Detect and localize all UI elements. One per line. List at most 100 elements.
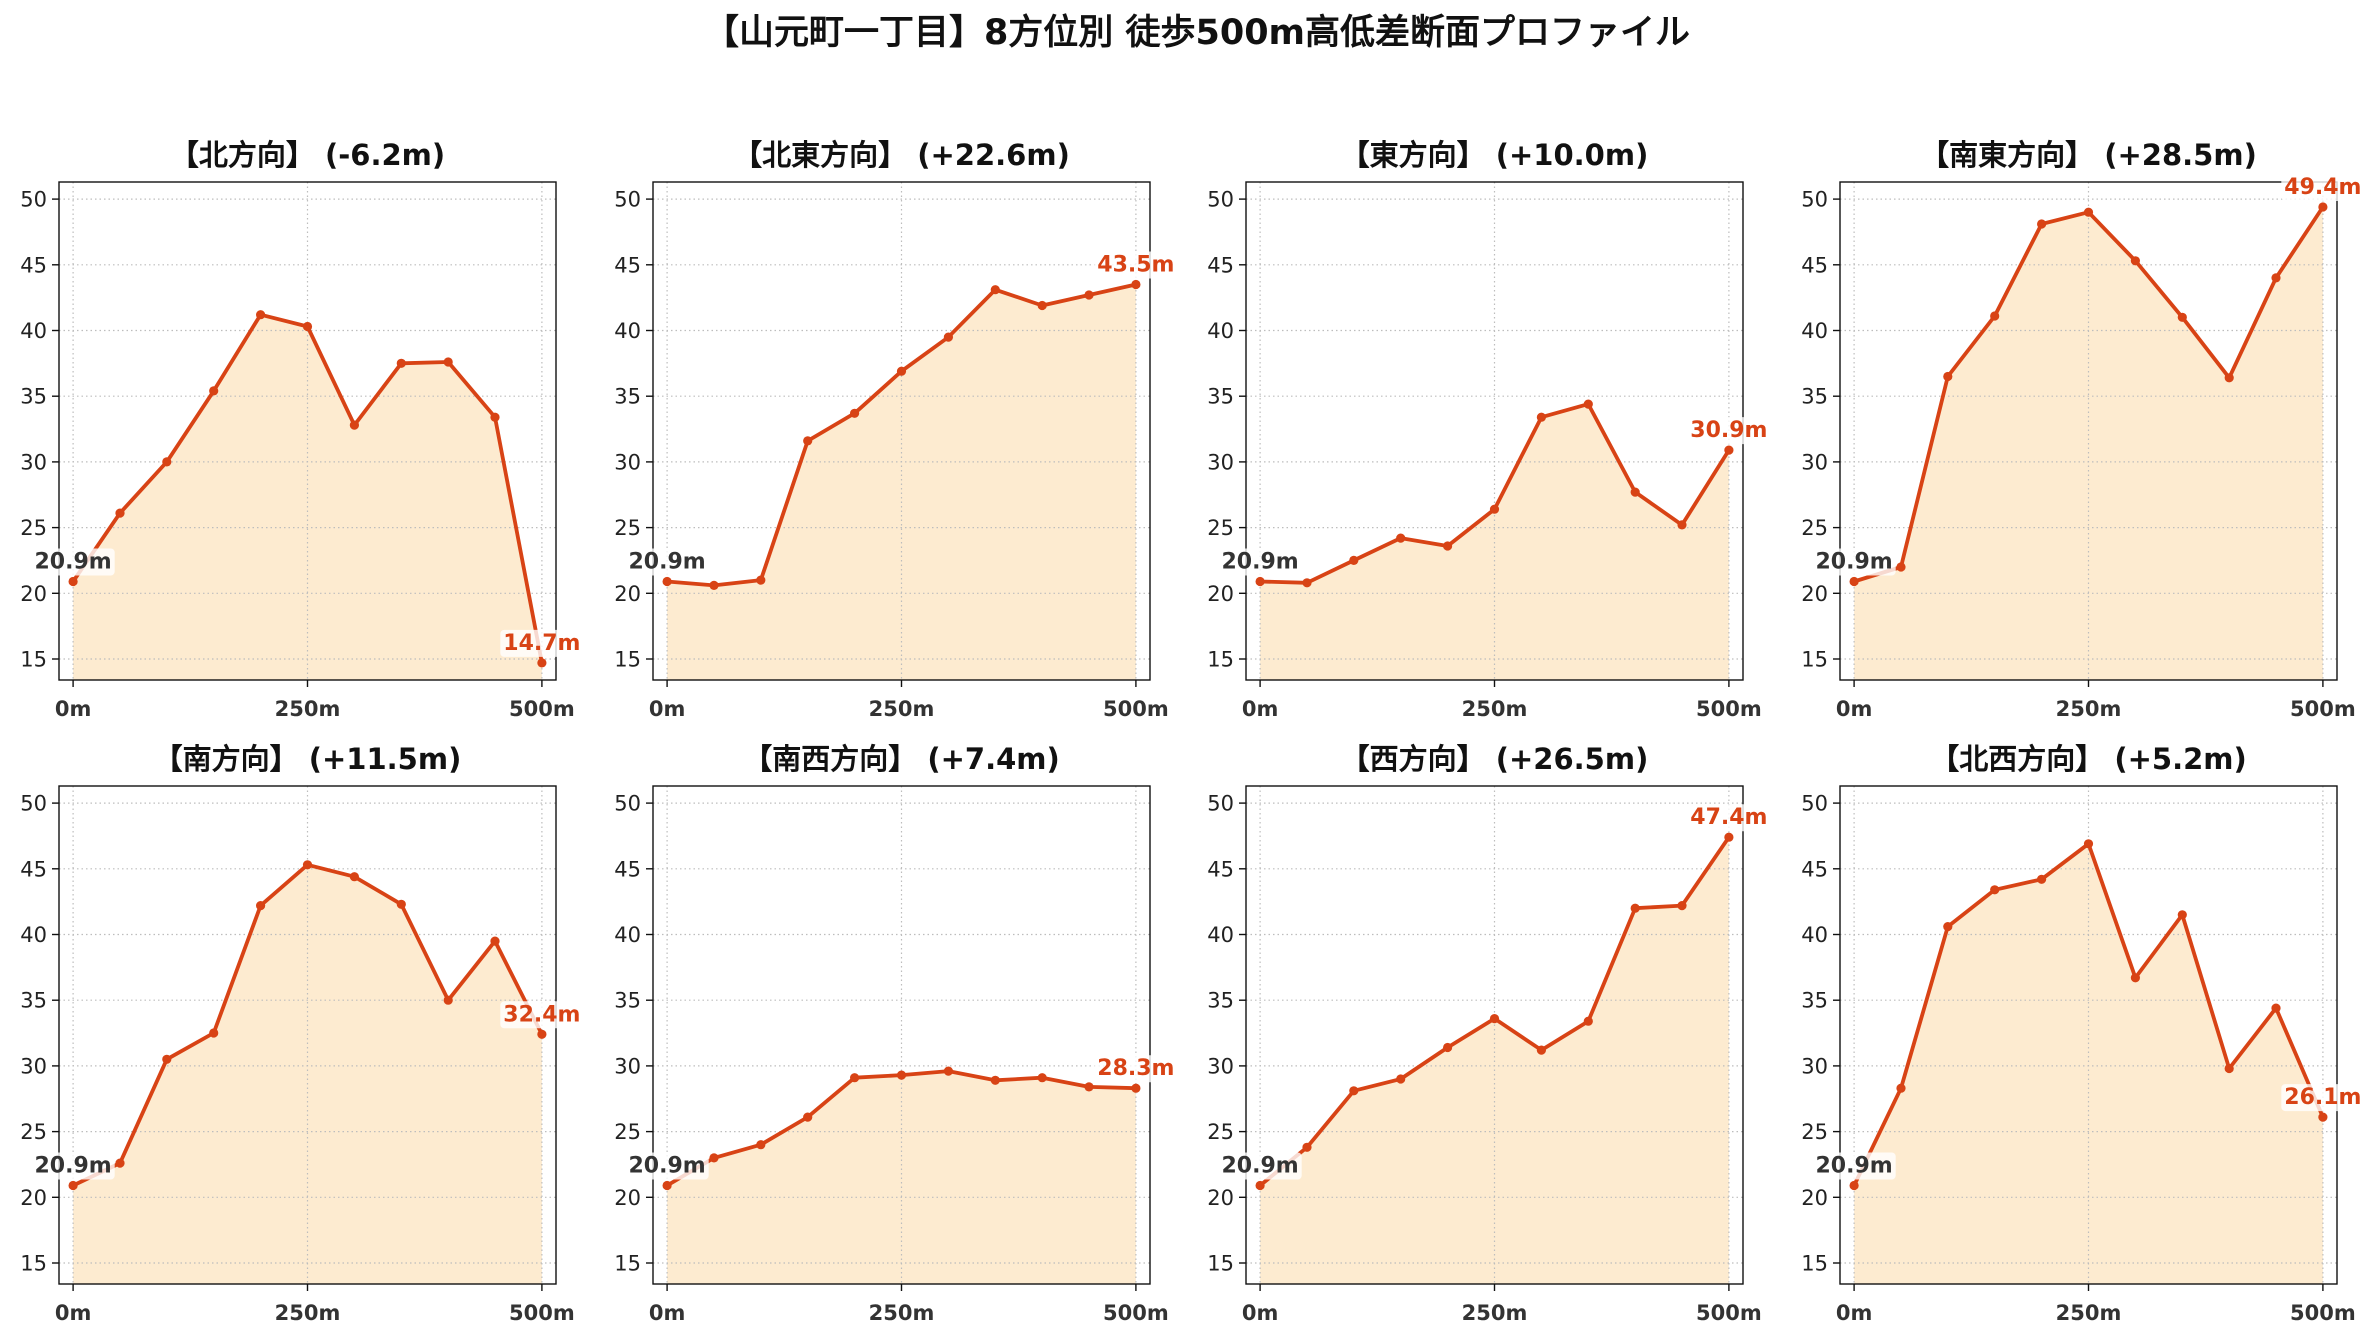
start-elevation-label: 20.9m xyxy=(625,548,709,576)
data-point xyxy=(1536,1045,1546,1055)
data-point xyxy=(943,332,954,342)
x-tick-label: 250m xyxy=(869,1301,935,1325)
end-elevation-label: 49.4m xyxy=(2281,174,2365,201)
end-elevation-label: 43.5m xyxy=(1094,251,1178,279)
y-tick-label: 15 xyxy=(20,1252,47,1276)
data-point xyxy=(2271,1003,2281,1013)
y-tick-label: 25 xyxy=(1801,516,1828,540)
data-point xyxy=(2224,373,2234,383)
chart-title: 【山元町一丁目】8方位別 徒歩500m高低差断面プロファイル xyxy=(704,13,1690,53)
x-tick-label: 0m xyxy=(1836,1301,1873,1325)
x-tick-label: 500m xyxy=(2290,1301,2356,1325)
end-elevation-label: 30.9m xyxy=(1687,417,1771,445)
data-point xyxy=(756,1140,766,1150)
y-tick-label: 40 xyxy=(1207,319,1234,343)
x-tick-label: 500m xyxy=(1696,1301,1762,1325)
y-tick-label: 50 xyxy=(1207,792,1234,816)
x-tick-label: 0m xyxy=(55,1301,92,1325)
label-background xyxy=(500,1001,584,1029)
y-tick-label: 35 xyxy=(1207,989,1234,1013)
end-elevation-value: 28.3m xyxy=(1097,1056,1174,1081)
y-tick-label: 40 xyxy=(1801,319,1828,343)
y-tick-label: 30 xyxy=(614,1054,641,1078)
data-point xyxy=(396,358,406,368)
data-point xyxy=(1349,1086,1359,1096)
y-tick-label: 45 xyxy=(20,253,47,277)
data-point xyxy=(709,1153,719,1163)
y-tick-label: 25 xyxy=(614,516,641,540)
data-point xyxy=(1037,300,1047,311)
data-point xyxy=(115,1158,125,1168)
data-point xyxy=(1630,903,1640,913)
label-background xyxy=(1218,1152,1302,1180)
subplot-title: 【南西方向】 (+7.4m) xyxy=(743,742,1060,776)
end-elevation-label: 26.1m xyxy=(2281,1084,2365,1112)
x-tick-label: 500m xyxy=(1103,1301,1169,1325)
y-tick-label: 40 xyxy=(614,319,641,343)
start-elevation-label: 20.9m xyxy=(1218,548,1302,576)
data-point xyxy=(1943,922,1953,932)
y-tick-label: 45 xyxy=(614,857,641,881)
label-background xyxy=(1687,804,1771,832)
data-point xyxy=(1255,576,1265,587)
end-elevation-value: 49.4m xyxy=(2284,175,2361,200)
y-tick-label: 50 xyxy=(1801,188,1828,212)
y-tick-label: 35 xyxy=(1207,385,1234,409)
data-point xyxy=(396,899,406,909)
data-point xyxy=(1677,901,1687,911)
data-point xyxy=(2037,219,2047,229)
subplot-title: 【西方向】 (+26.5m) xyxy=(1341,742,1649,776)
data-point xyxy=(490,936,500,946)
x-tick-label: 0m xyxy=(1836,697,1873,721)
data-point xyxy=(349,872,359,882)
data-point xyxy=(256,901,266,911)
data-point xyxy=(2130,256,2140,266)
start-elevation-value: 20.9m xyxy=(628,1154,705,1179)
label-background xyxy=(2281,174,2365,201)
data-point xyxy=(2083,839,2094,849)
data-point xyxy=(2037,874,2047,884)
x-tick-label: 250m xyxy=(2056,1301,2122,1325)
data-point xyxy=(1396,1074,1406,1084)
x-tick-label: 500m xyxy=(2290,697,2356,721)
data-point xyxy=(1037,1073,1047,1083)
y-tick-label: 25 xyxy=(1207,516,1234,540)
profile-fill-area xyxy=(1854,843,2323,1284)
y-tick-label: 45 xyxy=(1207,857,1234,881)
start-elevation-label: 20.9m xyxy=(31,548,115,576)
x-tick-label: 500m xyxy=(1103,697,1169,721)
start-elevation-value: 20.9m xyxy=(1221,550,1298,575)
y-tick-label: 30 xyxy=(614,450,641,474)
data-point xyxy=(537,658,547,668)
x-tick-label: 0m xyxy=(1242,1301,1279,1325)
end-elevation-label: 14.7m xyxy=(500,629,584,657)
y-tick-label: 15 xyxy=(1801,648,1828,672)
data-point xyxy=(1849,1180,1859,1191)
start-elevation-label: 20.9m xyxy=(31,1152,115,1180)
y-tick-label: 45 xyxy=(20,857,47,881)
label-background xyxy=(625,548,709,576)
y-tick-label: 45 xyxy=(1801,253,1828,277)
profile-fill-area xyxy=(667,284,1136,680)
y-tick-label: 25 xyxy=(20,1120,47,1144)
y-tick-label: 15 xyxy=(1207,648,1234,672)
y-tick-label: 20 xyxy=(20,1186,47,1210)
data-point xyxy=(1443,541,1453,551)
y-tick-label: 30 xyxy=(1207,450,1234,474)
y-tick-label: 20 xyxy=(1207,582,1234,606)
y-tick-label: 40 xyxy=(1801,923,1828,947)
data-point xyxy=(756,575,766,585)
data-point xyxy=(1896,562,1906,572)
data-point xyxy=(2083,207,2094,217)
data-point xyxy=(1084,290,1094,300)
end-elevation-label: 32.4m xyxy=(500,1001,584,1029)
data-point xyxy=(1443,1042,1453,1053)
data-point xyxy=(1084,1082,1094,1092)
